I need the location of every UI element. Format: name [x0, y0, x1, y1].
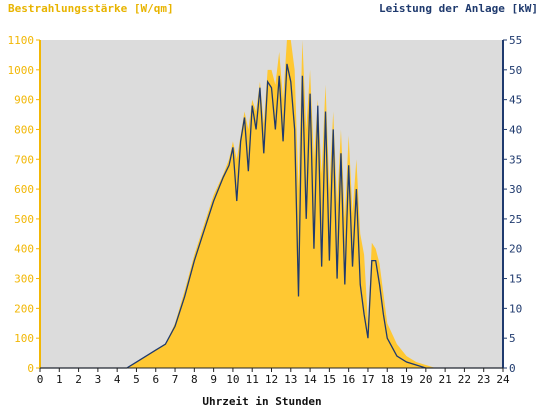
- left-tick-label: 0: [27, 362, 34, 375]
- left-tick-label: 1000: [8, 64, 35, 77]
- x-tick-label: 24: [496, 373, 510, 386]
- right-tick-label: 15: [509, 273, 522, 286]
- x-tick-label: 9: [210, 373, 217, 386]
- right-tick-label: 55: [509, 34, 522, 47]
- left-tick-label: 900: [14, 94, 34, 107]
- right-tick-label: 45: [509, 94, 522, 107]
- x-tick-label: 15: [323, 373, 336, 386]
- left-tick-label: 400: [14, 243, 34, 256]
- right-tick-label: 5: [509, 332, 516, 345]
- x-tick-label: 21: [439, 373, 452, 386]
- right-tick-label: 10: [509, 302, 522, 315]
- x-tick-label: 20: [419, 373, 432, 386]
- x-axis-label: Uhrzeit in Stunden: [202, 395, 321, 408]
- x-tick-label: 7: [172, 373, 179, 386]
- series-layer: [40, 40, 503, 369]
- right-tick-label: 0: [509, 362, 516, 375]
- x-tick-label: 0: [37, 373, 44, 386]
- x-tick-label: 6: [152, 373, 159, 386]
- x-tick-label: 12: [265, 373, 278, 386]
- x-tick-label: 22: [458, 373, 471, 386]
- left-tick-label: 100: [14, 332, 34, 345]
- left-tick-label: 1100: [8, 34, 35, 47]
- x-tick-label: 14: [303, 373, 317, 386]
- power-line: [40, 63, 503, 369]
- right-tick-label: 20: [509, 243, 522, 256]
- x-tick-label: 4: [114, 373, 121, 386]
- x-tick-label: 19: [400, 373, 413, 386]
- x-tick-label: 10: [226, 373, 239, 386]
- x-tick-label: 17: [361, 373, 374, 386]
- irradiance-area: [40, 40, 503, 368]
- x-tick-label: 11: [246, 373, 259, 386]
- left-tick-label: 700: [14, 153, 34, 166]
- right-tick-label: 35: [509, 153, 522, 166]
- right-tick-label: 25: [509, 213, 522, 226]
- x-tick-label: 2: [75, 373, 82, 386]
- left-tick-label: 200: [14, 302, 34, 315]
- right-tick-label: 30: [509, 183, 522, 196]
- right-tick-label: 40: [509, 123, 522, 136]
- x-tick-label: 1: [56, 373, 63, 386]
- x-tick-label: 3: [95, 373, 102, 386]
- x-tick-label: 16: [342, 373, 355, 386]
- ticks-layer: 0100200300400500600700800900100011000510…: [8, 34, 523, 386]
- x-tick-label: 23: [477, 373, 490, 386]
- right-tick-label: 50: [509, 64, 522, 77]
- left-tick-label: 600: [14, 183, 34, 196]
- right-axis-title: Leistung der Anlage [kW]: [379, 2, 538, 15]
- left-tick-label: 300: [14, 273, 34, 286]
- left-axis-title: Bestrahlungsstärke [W/qm]: [8, 2, 174, 15]
- x-tick-label: 8: [191, 373, 198, 386]
- x-tick-label: 13: [284, 373, 297, 386]
- left-tick-label: 800: [14, 123, 34, 136]
- x-tick-label: 5: [133, 373, 140, 386]
- left-tick-label: 500: [14, 213, 34, 226]
- x-tick-label: 18: [381, 373, 394, 386]
